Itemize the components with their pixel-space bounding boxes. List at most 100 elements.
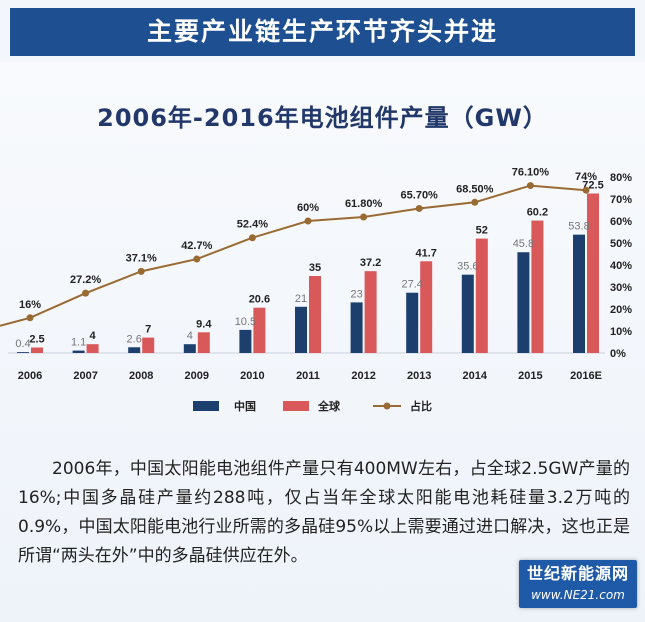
right-axis-tick-0: 0% (610, 348, 626, 360)
label-global-2012: 37.2 (360, 257, 381, 269)
legend-label-china: 中国 (234, 399, 256, 413)
bar-china-2012 (350, 302, 363, 353)
share-label-2016E: 74% (575, 171, 597, 183)
label-china-2015: 45.8 (513, 238, 534, 250)
share-label-2012: 61.80% (345, 198, 383, 210)
bar-china-2008 (128, 347, 141, 353)
bar-china-2016E (573, 234, 585, 353)
x-tick-2011: 2011 (296, 370, 320, 382)
legend-swatch-global (283, 401, 309, 411)
legend-swatch-china (193, 401, 219, 411)
share-label-2008: 37.1% (126, 252, 157, 264)
share-label-2014: 68.50% (456, 183, 494, 195)
share-point-2006 (26, 314, 34, 322)
chart-title: 2006年-2016年电池组件产量（GW） (97, 104, 548, 132)
label-china-2009: 4 (187, 330, 193, 342)
share-point-2007 (82, 289, 90, 297)
label-china-2007: 1.1 (71, 337, 86, 349)
right-axis-tick-8: 80% (610, 172, 632, 184)
banner-title: 主要产业链生产环节齐头并进 (10, 8, 635, 56)
x-tick-2016E: 2016E (570, 370, 602, 382)
right-axis-tick-1: 10% (610, 326, 632, 338)
share-point-2013 (415, 204, 423, 212)
bar-global-2016E (587, 193, 599, 353)
bar-global-2008 (142, 337, 155, 353)
bar-china-2006 (17, 352, 29, 353)
label-global-2014: 52 (476, 225, 488, 237)
label-global-2013: 41.7 (415, 247, 436, 259)
share-point-2009 (193, 255, 201, 263)
share-label-2010: 52.4% (237, 219, 268, 231)
label-china-2006: 0.4 (15, 338, 30, 350)
share-point-2014 (471, 198, 479, 206)
x-tick-2006: 2006 (18, 370, 42, 382)
x-tick-2007: 2007 (73, 370, 97, 382)
description-paragraph: 2006年，中国太阳能电池组件产量只有400MW左右，占全球2.5GW产量的16… (18, 459, 630, 566)
x-tick-2010: 2010 (240, 370, 264, 382)
bar-china-2015 (517, 252, 530, 353)
watermark-badge: 世纪新能源网 www.NE21.com (519, 560, 637, 608)
share-label-2007: 27.2% (70, 274, 101, 286)
label-china-2010: 10.5 (235, 316, 256, 328)
label-global-2007: 4 (90, 330, 97, 342)
x-tick-2008: 2008 (129, 370, 153, 382)
share-point-2015 (526, 182, 534, 190)
x-tick-2014: 2014 (463, 370, 488, 382)
bar-china-2011 (295, 306, 307, 353)
x-tick-2012: 2012 (351, 370, 375, 382)
share-point-2008 (137, 267, 145, 275)
right-axis-tick-7: 70% (610, 194, 632, 206)
right-axis-tick-3: 30% (610, 282, 632, 294)
bar-global-2011 (309, 276, 321, 353)
x-tick-2009: 2009 (185, 370, 209, 382)
share-label-2015: 76.10% (512, 167, 550, 179)
bar-china-2007 (72, 350, 85, 353)
label-china-2008: 2.6 (127, 333, 142, 345)
legend-label-global: 全球 (317, 399, 341, 413)
bar-global-2014 (475, 238, 488, 353)
bar-china-2014 (461, 274, 474, 353)
share-label-2013: 65.70% (401, 189, 439, 201)
label-global-2008: 7 (145, 324, 151, 336)
bar-global-2010 (253, 307, 266, 353)
share-point-2012 (360, 213, 368, 221)
description-text: 2006年，中国太阳能电池组件产量只有400MW左右，占全球2.5GW产量的16… (18, 455, 630, 571)
bar-china-2009 (183, 344, 196, 353)
share-point-2016E (582, 186, 590, 194)
watermark-name: 世纪新能源网 (526, 564, 629, 583)
share-point-2010 (248, 234, 256, 242)
right-axis-tick-5: 50% (610, 238, 632, 250)
label-china-2014: 35.6 (457, 261, 478, 273)
bar-global-2009 (197, 332, 210, 353)
label-global-2010: 20.6 (249, 294, 270, 306)
label-china-2012: 23 (350, 288, 362, 300)
label-global-2011: 35 (309, 262, 321, 274)
label-china-2016E: 53.8 (568, 221, 589, 233)
x-tick-2015: 2015 (518, 370, 542, 382)
right-axis-tick-2: 20% (610, 304, 632, 316)
label-china-2013: 27.4 (401, 279, 422, 291)
label-global-2006: 2.5 (29, 334, 44, 346)
share-label-2009: 42.7% (181, 240, 212, 252)
bar-global-2006 (31, 347, 43, 353)
x-tick-2013: 2013 (407, 370, 431, 382)
share-line (0, 184, 587, 327)
bar-china-2010 (239, 329, 252, 353)
bar-china-2013 (406, 292, 419, 353)
bar-global-2015 (531, 220, 544, 353)
label-china-2011: 21 (295, 293, 307, 305)
label-global-2009: 9.4 (196, 318, 212, 330)
production-chart: 0% 10% 20% 30% 40% 50% 60% 70% 80% 0.42.5 2006 1.1 4… (0, 167, 632, 413)
right-axis-tick-6: 60% (610, 216, 632, 228)
legend-marker-share (383, 402, 391, 410)
share-label-2006: 16% (19, 299, 41, 311)
bar-global-2012 (364, 271, 377, 353)
share-point-2011 (304, 217, 312, 225)
share-label-2011: 60% (297, 202, 319, 214)
legend-label-share: 占比 (410, 399, 432, 413)
right-axis-tick-4: 40% (610, 260, 632, 272)
bar-global-2013 (420, 261, 433, 353)
label-global-2015: 60.2 (527, 207, 548, 219)
bar-global-2007 (86, 344, 99, 353)
watermark-url: www.NE21.com (531, 588, 625, 602)
